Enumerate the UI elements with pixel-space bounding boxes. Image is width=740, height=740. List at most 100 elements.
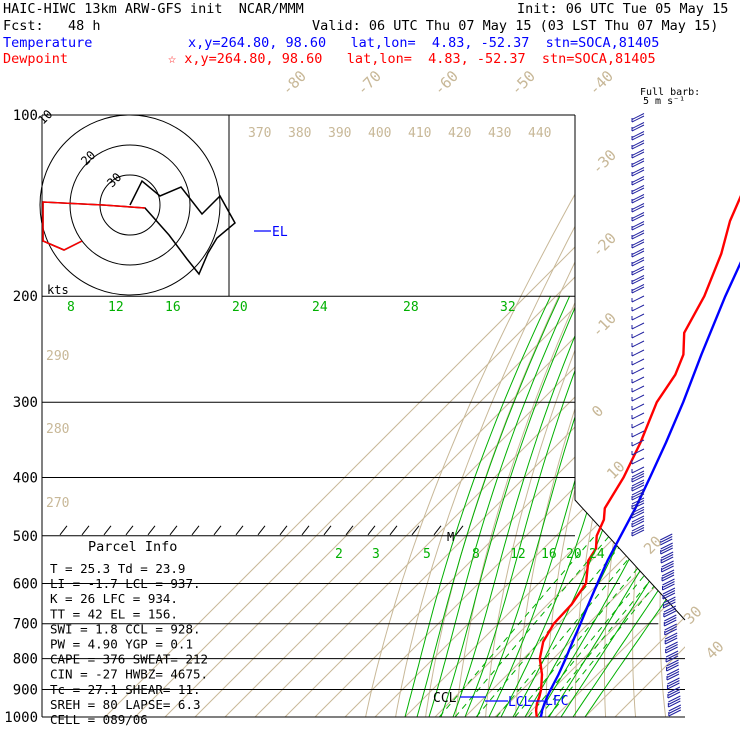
wind-barb-flag [665, 641, 678, 649]
mixing-ratio-label-lower: 12 [510, 547, 526, 562]
mixing-ratio-label-upper: 20 [232, 300, 248, 315]
hodograph-ring-label: 20 [78, 148, 98, 168]
wind-barb-flag [667, 680, 680, 687]
wind-barb-flag [660, 554, 674, 561]
wind-barb-flag [631, 430, 645, 438]
theta-label-side: 290 [46, 349, 69, 364]
hatch-mark [367, 525, 376, 536]
hatch-mark [257, 525, 266, 536]
wind-barb-flag [631, 518, 645, 525]
header-init-time: Init: 06 UTC Tue 05 May 15 [517, 1, 729, 17]
theta-label-top: 380 [288, 126, 311, 141]
hatch-mark [279, 525, 288, 536]
isotherm-label: 0 [588, 402, 607, 421]
wind-barb-flag [666, 673, 680, 681]
wind-barb-flag [662, 581, 675, 588]
mixing-ratio-label-lower: 3 [372, 547, 380, 562]
wind-barb-flag [631, 239, 645, 246]
isotherm-label: 10 [603, 457, 629, 483]
wind-barb-flag [631, 113, 645, 120]
wind-barb-flag [663, 605, 677, 613]
isotherm-label: 30 [680, 602, 706, 628]
wind-barb-flag [631, 205, 645, 213]
wind-barb-flag [631, 115, 645, 123]
wind-barb-flag [631, 230, 645, 237]
isotherm-line [194, 115, 685, 717]
isotherm-line [524, 115, 685, 717]
pressure-tick-label: 100 [13, 108, 38, 124]
pressure-tick-label: 800 [13, 652, 38, 668]
wind-barb-flag [631, 140, 645, 147]
wind-barb-flag [631, 313, 645, 321]
wind-barb-flag [631, 257, 645, 264]
wind-barb-flag [631, 457, 645, 465]
wind-barb-flag [631, 520, 645, 528]
wind-barb-flag [668, 695, 681, 703]
wind-barb-flag [668, 700, 681, 708]
wind-barb-flag [631, 358, 645, 366]
wind-barb-flag [631, 403, 645, 411]
moist-adiabat-line [512, 296, 678, 717]
dewpoint-legend-info: ☆ x,y=264.80, 98.60 lat,lon= 4.83, -52.3… [168, 51, 656, 67]
wind-barb-flag [666, 668, 680, 676]
wind-barb-flag [631, 160, 645, 168]
wind-barb-flag [666, 662, 679, 669]
pressure-tick-label: 1000 [4, 710, 38, 726]
wind-barb-flag [631, 169, 645, 177]
dewpoint-profile-line [534, 194, 740, 718]
wind-barb-flag [660, 547, 673, 555]
wind-barb-flag [668, 698, 681, 705]
hodograph-units-label: kts [47, 283, 69, 297]
isotherm-line [344, 115, 685, 717]
hatch-mark [191, 525, 200, 536]
mixing-ratio-label-lower: 16 [541, 547, 557, 562]
mixing-ratio-label-lower: 8 [472, 547, 480, 562]
isotherm-line [254, 115, 685, 717]
hodograph-ring-label: 10 [35, 107, 55, 127]
wind-barb-flag [631, 176, 645, 183]
temperature-legend-label: Temperature [3, 35, 93, 51]
wind-barb-flag [631, 488, 645, 496]
moist-adiabat-line [548, 296, 685, 717]
wind-barb-flag [631, 142, 645, 150]
wind-barb-flag [631, 473, 645, 480]
wind-barb-flag [631, 158, 645, 165]
wind-barb-flag [631, 367, 645, 375]
wind-barb-flag [664, 619, 677, 627]
wind-barb-flag [666, 671, 680, 678]
hatch-mark [147, 525, 156, 536]
wind-barb-flag [660, 551, 674, 559]
wind-barb-flag [660, 545, 673, 552]
mixing-ratio-label-lower: 24 [589, 547, 605, 562]
wind-barb-flag [631, 509, 645, 516]
dry-adiabat-line [687, 115, 740, 717]
wind-barb-flag [631, 223, 645, 231]
wind-barb-flag [631, 394, 645, 402]
hatch-mark [455, 525, 464, 536]
wind-barb-flag [631, 439, 645, 447]
parcel-info-row: T = 25.3 Td = 23.9 [50, 561, 185, 576]
parcel-info-row: SWI = 1.8 CCL = 928. [50, 621, 201, 636]
wind-barb-flag [664, 628, 677, 636]
isotherm-label: -60 [430, 67, 462, 99]
m-marker-label: M [447, 530, 454, 544]
wind-barb-flag [664, 637, 678, 645]
wind-barb-flag [631, 497, 645, 505]
moist-adiabat-line [560, 295, 685, 717]
isotherm-label: -40 [585, 67, 617, 99]
mixing-ratio-label-upper: 28 [403, 300, 419, 315]
wind-barb-flag [631, 322, 645, 330]
temperature-profile-line [539, 261, 740, 718]
wind-barb-flag [663, 599, 676, 606]
wind-barb-flag [661, 574, 675, 582]
wind-barb-flag [631, 277, 645, 285]
wind-barb-flag [631, 187, 645, 195]
wind-barb-flag [661, 572, 675, 579]
theta-label-side: 270 [46, 496, 69, 511]
wind-barb-flag [667, 689, 681, 696]
wind-barb-flag [631, 212, 645, 219]
isotherm-line [224, 115, 685, 717]
wind-barb-flag [631, 259, 645, 267]
wind-barbs: Full barb:5 m s⁻¹ [631, 87, 700, 717]
